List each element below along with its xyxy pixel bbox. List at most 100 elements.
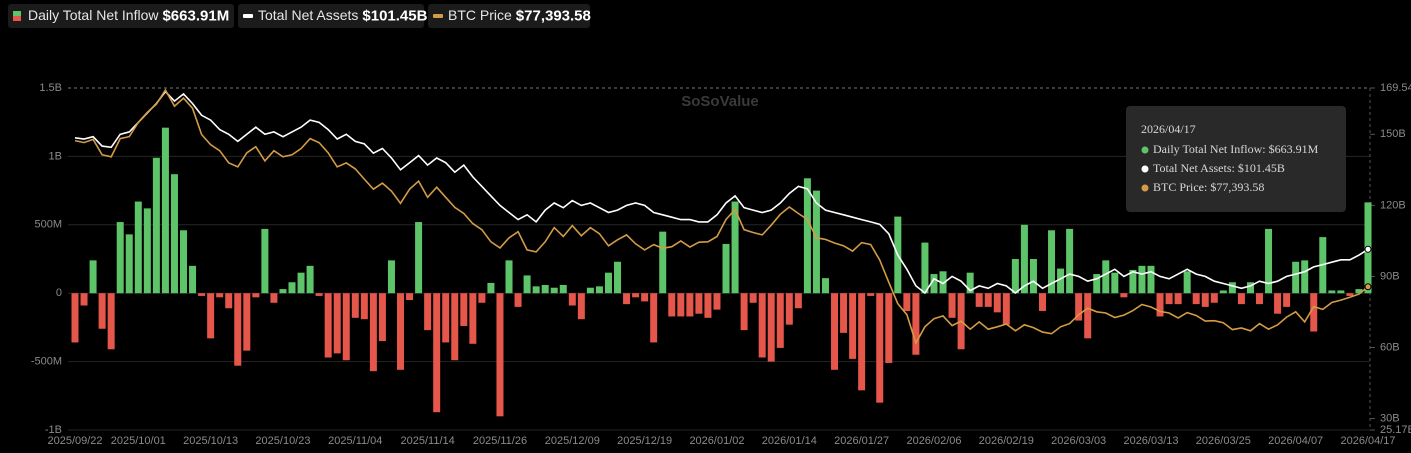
bar — [1328, 290, 1336, 294]
bar — [270, 293, 278, 303]
bar — [415, 222, 423, 294]
bar — [595, 286, 603, 294]
x-tick-label: 2026/04/17 — [1340, 435, 1395, 447]
bar — [532, 286, 540, 294]
bar — [849, 293, 857, 359]
bar — [397, 293, 405, 370]
bar — [1029, 259, 1037, 294]
y2-tick-label: 25.17B — [1380, 424, 1411, 436]
bar — [1002, 293, 1010, 325]
bar — [785, 293, 793, 325]
bar — [1156, 293, 1164, 317]
bar — [1346, 293, 1354, 296]
bar — [1292, 261, 1300, 294]
y-tick-label: 0 — [56, 287, 62, 299]
x-tick-label: 2025/11/04 — [328, 435, 382, 447]
bar — [1283, 293, 1291, 307]
bar — [225, 293, 233, 309]
x-tick-label: 2025/11/26 — [473, 435, 527, 447]
x-tick-label: 2025/10/13 — [183, 435, 238, 447]
bar — [686, 293, 694, 317]
bar — [722, 243, 730, 294]
x-tick-label: 2025/10/23 — [255, 435, 310, 447]
bar — [758, 293, 766, 358]
bar — [1201, 293, 1209, 307]
x-tick-label: 2026/03/13 — [1123, 435, 1178, 447]
x-tick-label: 2026/03/25 — [1196, 435, 1251, 447]
bar — [632, 293, 640, 298]
x-tick-label: 2026/01/02 — [689, 435, 744, 447]
bar — [1138, 265, 1146, 294]
bar — [98, 293, 106, 329]
bar — [831, 293, 839, 370]
y2-tick-label: 150B — [1380, 128, 1406, 140]
bar — [966, 272, 974, 294]
x-tick-label: 2026/02/19 — [979, 435, 1034, 447]
bar — [442, 293, 450, 343]
bar — [234, 293, 242, 366]
bar — [315, 293, 323, 296]
tooltip-dot — [1141, 146, 1149, 154]
bar — [387, 260, 395, 294]
bar — [107, 293, 115, 350]
x-tick-label: 2025/09/22 — [47, 435, 102, 447]
bar — [821, 278, 829, 294]
y-tick-label: 1B — [49, 150, 62, 162]
bar — [505, 260, 513, 294]
legend-value: $663.91M — [162, 7, 229, 24]
bar — [1192, 293, 1200, 305]
bar — [1310, 293, 1318, 332]
x-tick-label: 2026/01/14 — [762, 435, 817, 447]
x-tick-label: 2025/12/19 — [617, 435, 672, 447]
y-tick-label: 1.5B — [39, 82, 62, 94]
x-tick-label: 2026/03/03 — [1051, 435, 1106, 447]
bar — [243, 293, 251, 351]
bar — [180, 230, 188, 294]
bar — [1102, 260, 1110, 294]
bar — [749, 293, 757, 303]
bar — [198, 293, 206, 296]
legend-swatch — [13, 16, 21, 21]
bar — [858, 293, 866, 391]
tooltip-box — [1126, 106, 1346, 212]
bar — [369, 293, 377, 372]
tooltip-title: 2026/04/17 — [1141, 122, 1196, 136]
bar — [867, 293, 875, 296]
legend-swatch — [433, 14, 443, 18]
bar — [333, 293, 341, 354]
bar — [1265, 228, 1273, 294]
legend-value: $101.45B — [362, 7, 427, 24]
bar — [1093, 274, 1101, 294]
bar — [767, 293, 775, 362]
x-tick-label: 2026/02/06 — [906, 435, 961, 447]
bar — [89, 260, 97, 294]
bar — [261, 228, 269, 294]
bar — [306, 265, 314, 294]
y2-tick-label: 169.54B — [1380, 82, 1411, 94]
y2-tick-label: 90B — [1380, 270, 1400, 282]
bar — [351, 293, 359, 318]
hover-point — [1364, 283, 1372, 291]
bar — [451, 293, 459, 361]
bar — [207, 293, 215, 339]
legend-box — [428, 4, 590, 28]
bar — [541, 284, 549, 294]
bar — [116, 222, 124, 294]
bar — [776, 293, 784, 348]
bar — [252, 293, 260, 298]
bar — [1219, 290, 1227, 294]
bar — [559, 284, 567, 294]
bar — [460, 293, 468, 327]
bar — [297, 272, 305, 294]
bar — [152, 157, 160, 294]
bar — [1057, 268, 1065, 294]
line — [74, 88, 1369, 346]
bar — [794, 293, 802, 309]
bar — [695, 293, 703, 314]
bar — [1020, 224, 1028, 294]
bar — [487, 282, 495, 294]
bar — [1183, 271, 1191, 294]
y2-tick-label: 30B — [1380, 412, 1400, 424]
